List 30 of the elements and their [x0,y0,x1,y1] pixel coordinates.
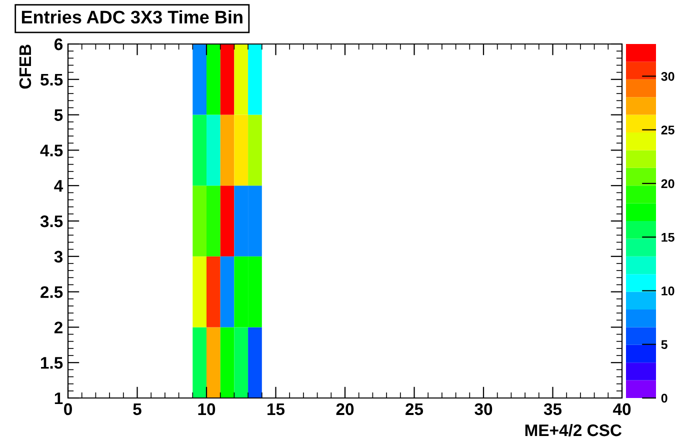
x-tick-label: 0 [64,403,72,416]
y-tick-label: 2.5 [40,286,63,298]
y-tick-label: 5 [54,109,63,122]
x-tick-label: 30 [474,403,492,416]
x-tick-label: 40 [612,403,631,416]
x-tick-label: 35 [544,403,562,416]
color-bar-label: 10 [662,286,674,296]
chart-title: Entries ADC 3X3 Time Bin [22,10,242,24]
color-bar-label: 25 [661,126,674,134]
color-bar-label: 5 [661,340,668,350]
x-tick-label: 5 [133,403,142,416]
color-bar-label: 15 [662,233,674,242]
y-tick-label: 5.5 [40,74,63,86]
y-tick-label: 6 [54,38,63,50]
x-tick-label: 25 [406,403,424,416]
y-axis-title: CFEB [19,44,32,89]
color-bar-label: 0 [661,394,668,403]
x-axis-title: ME+4/2 CSC [525,424,622,436]
y-tick-label: 2 [54,322,62,334]
y-tick-label: 1.5 [41,357,63,369]
y-tick-label: 1 [54,392,63,404]
color-bar-label: 20 [661,179,674,188]
y-tick-label: 3.5 [40,215,63,228]
x-tick-label: 15 [268,403,285,416]
x-tick-label: 20 [336,403,354,416]
y-tick-label: 4 [54,180,64,192]
y-tick-label: 4.5 [40,144,63,156]
x-tick-label: 10 [198,403,216,416]
color-bar-label: 30 [661,72,674,81]
y-tick-label: 3 [54,250,63,263]
